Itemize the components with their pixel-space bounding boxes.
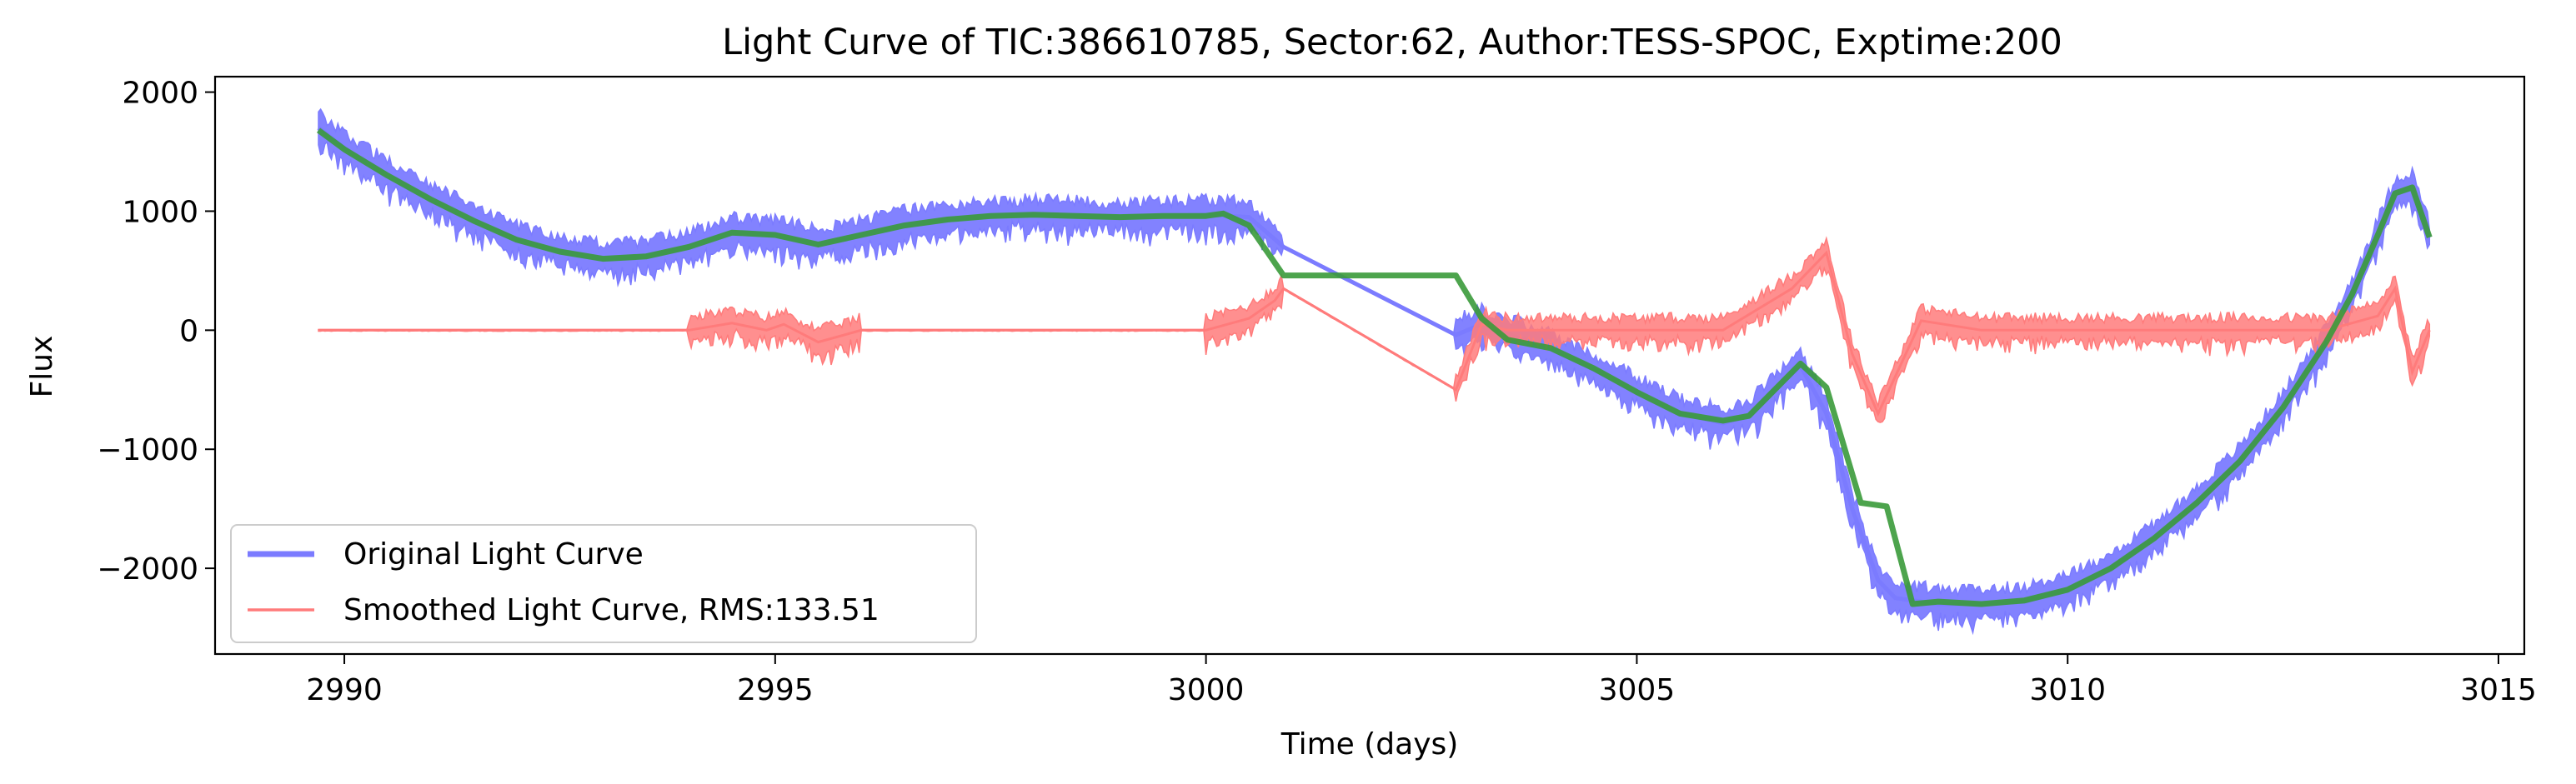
x-axis-label: Time (days) <box>1280 727 1459 762</box>
chart-title: Light Curve of TIC:386610785, Sector:62,… <box>722 22 2062 63</box>
x-tick-label: 3015 <box>2460 673 2537 707</box>
x-tick-label: 3010 <box>2029 673 2106 707</box>
x-tick-label: 3005 <box>1599 673 1676 707</box>
y-tick-label: 2000 <box>122 77 198 111</box>
y-tick-label: −1000 <box>97 433 198 467</box>
y-tick-label: 0 <box>179 314 198 348</box>
series-trend-line <box>316 127 2433 607</box>
x-tick-label: 2995 <box>737 673 814 707</box>
legend-label-original: Original Light Curve <box>343 537 644 572</box>
legend-box <box>230 524 977 643</box>
x-tick-label: 3000 <box>1168 673 1245 707</box>
legend-label-smoothed: Smoothed Light Curve, RMS:133.51 <box>343 593 880 627</box>
x-axis: 2990 2995 3000 3005 3010 3015 <box>306 654 2537 707</box>
y-axis: −2000 −1000 0 1000 2000 <box>97 77 215 587</box>
series-smoothed-line <box>318 250 2431 417</box>
legend: Original Light Curve Smoothed Light Curv… <box>230 524 977 643</box>
y-tick-label: 1000 <box>122 195 198 229</box>
x-tick-label: 2990 <box>306 673 383 707</box>
y-axis-label: Flux <box>25 336 59 398</box>
series-layer <box>316 107 2433 636</box>
plot-frame <box>213 75 2526 656</box>
y-tick-label: −2000 <box>97 552 198 587</box>
